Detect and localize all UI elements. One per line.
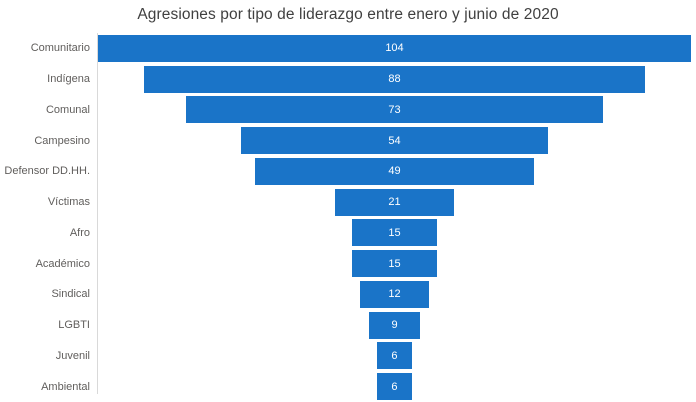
funnel-bar[interactable]: 9 [368, 311, 421, 339]
funnel-row: Ambiental 6 [0, 371, 696, 402]
funnel-bar[interactable]: 49 [254, 157, 535, 185]
bar-value-label: 54 [388, 134, 401, 147]
bar-track: 104 [98, 33, 691, 64]
funnel-bar[interactable]: 15 [351, 250, 438, 278]
bar-track: 6 [98, 371, 691, 402]
category-label: Campesino [34, 134, 90, 147]
bar-value-label: 21 [388, 196, 401, 209]
funnel-row: LGBTI 9 [0, 310, 696, 341]
bar-track: 9 [98, 310, 691, 341]
plot-area: Comunitario 104 Indígena 88 Comunal 73 Campesi… [0, 33, 696, 402]
category-label: Víctimas [47, 196, 90, 209]
bar-value-label: 6 [391, 349, 398, 362]
bar-value-label: 15 [388, 226, 401, 239]
category-label: Comunitario [30, 42, 90, 55]
bar-value-label: 49 [388, 165, 401, 178]
funnel-row: Indígena 88 [0, 64, 696, 95]
funnel-bar[interactable]: 15 [351, 219, 438, 247]
bar-value-label: 73 [388, 103, 401, 116]
bar-track: 6 [98, 341, 691, 372]
bar-value-label: 88 [388, 73, 401, 86]
category-label: Defensor DD.HH. [4, 165, 90, 178]
funnel-row: Comunal 73 [0, 95, 696, 126]
bar-value-label: 104 [385, 42, 404, 55]
funnel-row: Defensor DD.HH. 49 [0, 156, 696, 187]
bar-track: 54 [98, 125, 691, 156]
category-label: Ambiental [41, 380, 90, 393]
bar-value-label: 15 [388, 257, 401, 270]
bar-value-label: 6 [391, 380, 398, 393]
funnel-bar[interactable]: 12 [360, 280, 429, 308]
funnel-row: Académico 15 [0, 248, 696, 279]
bar-track: 88 [98, 64, 691, 95]
funnel-row: Juvenil 6 [0, 341, 696, 372]
funnel-row: Campesino 54 [0, 125, 696, 156]
category-axis-line [97, 33, 98, 394]
category-label: Comunal [45, 103, 90, 116]
bar-track: 49 [98, 156, 691, 187]
bar-track: 73 [98, 95, 691, 126]
funnel-row: Comunitario 104 [0, 33, 696, 64]
funnel-row: Afro 15 [0, 218, 696, 249]
funnel-bar[interactable]: 6 [377, 373, 412, 401]
funnel-row: Sindical 12 [0, 279, 696, 310]
bar-track: 21 [98, 187, 691, 218]
bar-track: 15 [98, 218, 691, 249]
funnel-row: Víctimas 21 [0, 187, 696, 218]
funnel-bar[interactable]: 6 [377, 342, 412, 370]
category-label: Sindical [51, 288, 90, 301]
funnel-bar[interactable]: 73 [186, 96, 603, 124]
category-label: Indígena [47, 73, 90, 86]
category-label: Juvenil [55, 349, 90, 362]
bar-value-label: 12 [388, 288, 401, 301]
bar-track: 15 [98, 248, 691, 279]
funnel-bar[interactable]: 21 [334, 188, 455, 216]
funnel-bar[interactable]: 54 [240, 127, 549, 155]
bar-value-label: 9 [391, 319, 398, 332]
funnel-bar[interactable]: 88 [143, 65, 646, 93]
funnel-bar[interactable]: 104 [98, 34, 691, 62]
category-label: LGBTI [58, 319, 90, 332]
chart-title: Agresiones por tipo de liderazgo entre e… [137, 6, 559, 23]
bar-track: 12 [98, 279, 691, 310]
category-label: Afro [69, 226, 90, 239]
category-label: Académico [35, 257, 90, 270]
funnel-rows: Comunitario 104 Indígena 88 Comunal 73 Campesi… [0, 33, 696, 402]
